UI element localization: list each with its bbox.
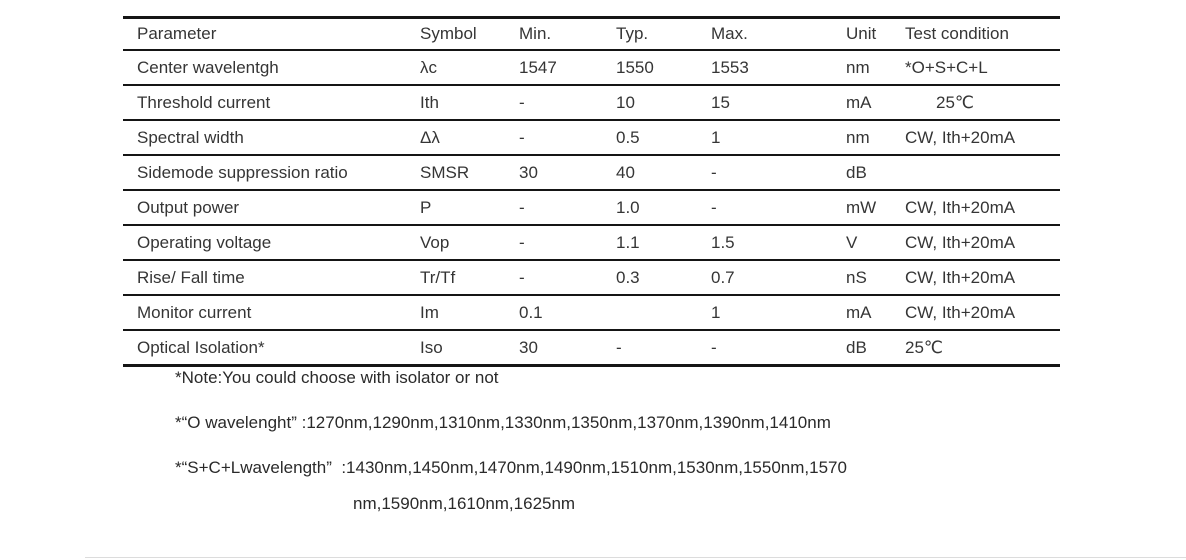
cell-parameter: Sidemode suppression ratio [137,162,348,182]
note-scl-wavelength-line2: nm,1590nm,1610nm,1625nm [353,494,576,513]
cell-test-condition: *O+S+C+L [905,57,988,77]
note-isolator: *Note:You could choose with isolator or … [175,368,499,387]
cell-parameter: Rise/ Fall time [137,267,245,287]
cell-typ: - [616,337,622,357]
cell-test-condition [891,155,1060,190]
cell-unit: mA [846,302,872,322]
cell-typ: 0.5 [616,127,640,147]
cell-max: - [711,337,717,357]
cell-max: 1 [711,127,721,147]
cell-max: 1.5 [711,232,735,252]
cell-symbol: P [420,197,432,217]
column-header-min: Min. [519,24,552,43]
cell-typ: 10 [616,92,635,112]
cell-max: - [711,162,717,182]
note-scl-wavelength-line1: *“S+C+Lwavelength” :1430nm,1450nm,1470nm… [175,458,847,477]
cell-max: - [711,197,717,217]
cell-symbol: Iso [420,337,443,357]
cell-parameter: Threshold current [137,92,271,112]
cell-unit: nS [846,267,867,287]
cell-symbol: Im [420,302,439,322]
cell-test-condition: 25℃ [936,92,975,112]
table-row: Optical Isolation* Iso 30 - - dB 25℃ [123,330,1060,366]
cell-test-condition: CW, Ith+20mA [905,197,1016,217]
cell-min: 0.1 [519,302,543,322]
table-row: Center wavelentgh λc 1547 1550 1553 nm *… [123,50,1060,85]
cell-symbol: Ith [420,92,439,112]
column-header-unit: Unit [846,24,877,43]
cell-max: 1553 [711,57,749,77]
table-row: Threshold current Ith - 10 15 mA 25℃ [123,85,1060,120]
cell-symbol: Δλ [420,127,440,147]
cell-typ [602,295,697,330]
cell-symbol: SMSR [420,162,470,182]
cell-typ: 1550 [616,57,654,77]
cell-min: - [519,92,525,112]
table-row: Sidemode suppression ratio SMSR 30 40 - … [123,155,1060,190]
cell-min: 1547 [519,57,557,77]
cell-symbol: Tr/Tf [420,267,456,287]
cell-min: - [519,267,525,287]
cell-parameter: Spectral width [137,127,244,147]
column-header-typ: Typ. [616,24,649,43]
table-row: Operating voltage Vop - 1.1 1.5 V CW, It… [123,225,1060,260]
cell-typ: 1.1 [616,232,640,252]
cell-unit: nm [846,127,870,147]
header-row: Parameter Symbol Min. Typ. Max. Unit Tes… [123,17,1060,50]
cell-parameter: Optical Isolation* [137,337,265,357]
cell-min: - [519,232,525,252]
cell-unit: dB [846,337,867,357]
table-row: Monitor current Im 0.1 1 mA CW, Ith+20mA [123,295,1060,330]
cell-test-condition: CW, Ith+20mA [905,267,1016,287]
cell-typ: 1.0 [616,197,640,217]
cell-symbol: λc [420,57,437,77]
cell-parameter: Center wavelentgh [137,57,279,77]
cell-unit: mW [846,197,877,217]
cell-max: 15 [711,92,730,112]
cell-test-condition: CW, Ith+20mA [905,232,1016,252]
bottom-divider [85,557,1186,558]
cell-parameter: Output power [137,197,240,217]
cell-min: 30 [519,337,538,357]
column-header-test-condition: Test condition [905,24,1009,43]
cell-typ: 40 [616,162,635,182]
cell-min: 30 [519,162,538,182]
cell-min: - [519,127,525,147]
cell-parameter: Operating voltage [137,232,272,252]
cell-unit: nm [846,57,870,77]
spec-table: Parameter Symbol Min. Typ. Max. Unit Tes… [123,16,1060,367]
note-o-wavelength: *“O wavelenght” :1270nm,1290nm,1310nm,13… [175,413,831,432]
cell-max: 1 [711,302,721,322]
table-row: Output power P - 1.0 - mW CW, Ith+20mA [123,190,1060,225]
table-row: Rise/ Fall time Tr/Tf - 0.3 0.7 nS CW, I… [123,260,1060,295]
column-header-max: Max. [711,24,748,43]
cell-typ: 0.3 [616,267,640,287]
column-header-symbol: Symbol [420,24,477,43]
cell-unit: mA [846,92,872,112]
cell-symbol: Vop [420,232,450,252]
cell-unit: dB [846,162,867,182]
cell-test-condition: CW, Ith+20mA [905,127,1016,147]
cell-min: - [519,197,525,217]
cell-unit: V [846,232,858,252]
cell-max: 0.7 [711,267,735,287]
cell-test-condition: 25℃ [905,337,944,357]
cell-parameter: Monitor current [137,302,252,322]
cell-test-condition: CW, Ith+20mA [905,302,1016,322]
table-row: Spectral width Δλ - 0.5 1 nm CW, Ith+20m… [123,120,1060,155]
column-header-parameter: Parameter [137,24,217,43]
